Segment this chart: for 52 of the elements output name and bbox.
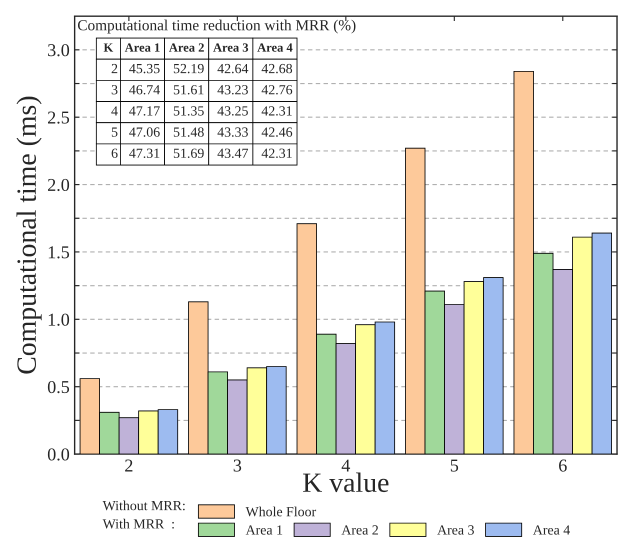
annotation: 42.31 <box>262 148 292 158</box>
annotation: 2 <box>112 64 118 74</box>
text: With MRR : <box>102 518 174 529</box>
annotation: Area 2 <box>169 43 204 52</box>
annotation: 46.74 <box>129 85 160 94</box>
annotation: 42.68 <box>262 64 292 74</box>
annotation: 5 <box>112 128 118 137</box>
annotation: 51.48 <box>174 127 204 137</box>
annotation: 4 <box>111 106 118 116</box>
annotation: 42.76 <box>262 85 292 94</box>
annotation: 52.19 <box>174 64 204 74</box>
legend-label: Area 2 <box>341 525 378 535</box>
annotation: Area 4 <box>257 43 292 52</box>
legend-label: Area 4 <box>532 525 570 535</box>
legend-label: Area 1 <box>246 525 282 535</box>
y-tick-label: 0.0 <box>48 448 70 461</box>
x-tick-label: 6 <box>559 460 567 472</box>
annotation: 3 <box>112 85 118 94</box>
y-tick-label: 2.0 <box>48 178 70 192</box>
text: Without MRR: <box>102 500 185 510</box>
y-tick-label: 1.0 <box>48 314 70 326</box>
annotation: K <box>104 43 114 52</box>
annotation: 47.31 <box>129 148 160 158</box>
annotation: 51.69 <box>174 148 204 158</box>
y-axis-title: Computational time (ms) <box>16 96 42 374</box>
annotation: 43.25 <box>217 106 248 116</box>
y-tick-label: 3.0 <box>48 44 70 56</box>
annotation: Area 1 <box>124 43 160 52</box>
x-tick-label: 2 <box>125 460 132 472</box>
annotation: 51.35 <box>174 106 204 116</box>
legend-label: Area 3 <box>437 525 474 535</box>
x-tick-label: 4 <box>342 460 350 472</box>
x-tick-label: 3 <box>234 460 242 472</box>
annotation: 42.31 <box>262 106 292 116</box>
annotation: Area 3 <box>213 43 248 52</box>
annotation: 43.23 <box>217 85 248 94</box>
annotation: 43.33 <box>217 127 248 137</box>
y-tick-label: 1.5 <box>48 246 70 258</box>
annotation: 42.64 <box>217 64 248 74</box>
annotation: Computational time reduction with MRR (%) <box>78 20 356 34</box>
annotation: 51.61 <box>174 85 204 94</box>
y-tick-label: 2.5 <box>48 112 70 124</box>
annotation: 6 <box>112 148 118 158</box>
annotation: 45.35 <box>129 64 160 74</box>
annotation: 47.17 <box>129 106 160 116</box>
legend-label: Whole Floor <box>246 506 316 516</box>
x-tick-label: 5 <box>450 460 458 472</box>
annotation: 47.06 <box>129 127 160 137</box>
y-tick-label: 0.5 <box>48 380 70 394</box>
annotation: 42.46 <box>262 127 292 137</box>
x-axis-title: K value <box>303 472 388 492</box>
annotation: 43.47 <box>217 148 248 158</box>
